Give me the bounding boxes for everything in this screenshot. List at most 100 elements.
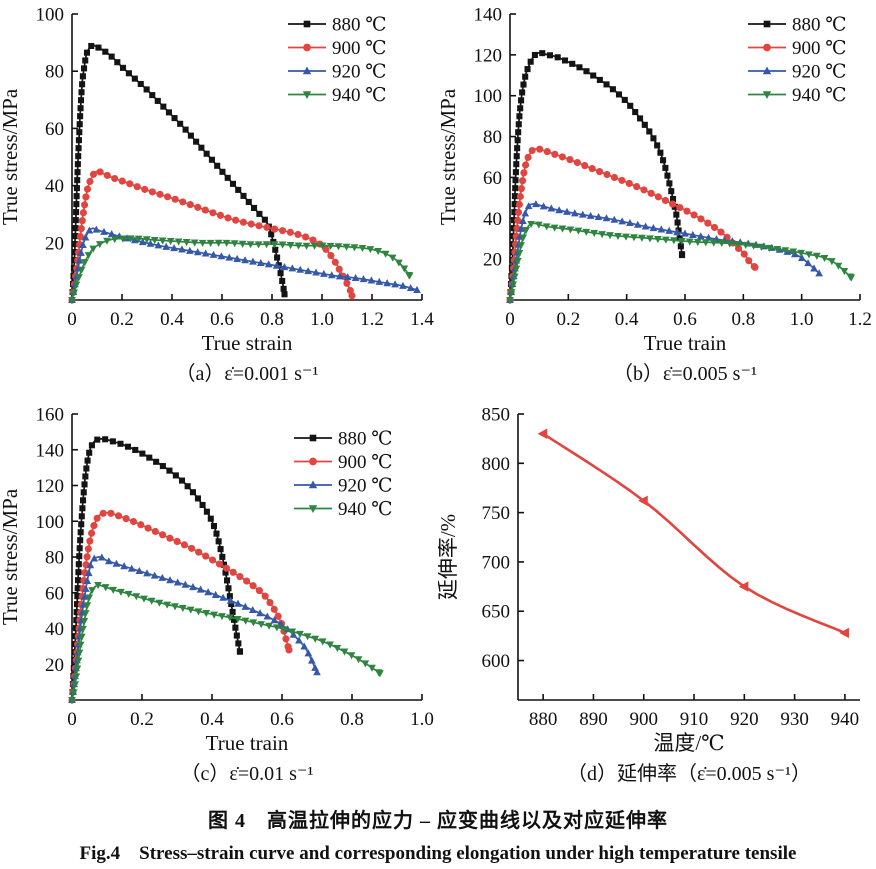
marker-circle-icon (236, 573, 244, 581)
series-920℃ (506, 200, 823, 303)
x-tick-label: 930 (780, 709, 809, 730)
marker-circle-icon (107, 509, 115, 517)
legend-label: 900 ℃ (792, 38, 847, 59)
marker-triangle-down-icon (765, 244, 774, 252)
marker-square-icon (274, 254, 281, 261)
marker-square-icon (268, 231, 275, 238)
marker-circle-icon (274, 612, 282, 620)
marker-circle-icon (122, 515, 130, 523)
marker-triangle-down-icon (280, 626, 289, 634)
marker-square-icon (512, 185, 519, 192)
marker-circle-icon (697, 215, 705, 223)
marker-square-icon (654, 142, 661, 149)
marker-triangle-down-icon (69, 689, 78, 697)
marker-triangle-up-icon (532, 200, 540, 208)
marker-triangle-down-icon (510, 273, 519, 281)
marker-triangle-up-icon (586, 211, 595, 219)
marker-circle-icon (133, 183, 141, 191)
marker-triangle-up-icon (83, 576, 92, 584)
marker-square-icon (80, 489, 87, 496)
marker-triangle-up-icon (359, 275, 368, 283)
marker-circle-icon (156, 190, 164, 198)
marker-triangle-down-icon (805, 251, 813, 259)
marker-circle-icon (524, 153, 532, 161)
marker-triangle-down-icon (206, 239, 215, 247)
y-tick-label: 750 (482, 503, 511, 524)
marker-square-icon (615, 91, 623, 98)
marker-triangle-up-icon (335, 272, 344, 280)
marker-square-icon (514, 137, 521, 144)
marker-square-icon (637, 115, 644, 122)
marker-circle-icon (596, 167, 604, 176)
y-tick-label: 80 (45, 62, 64, 83)
marker-circle-icon (194, 203, 202, 211)
marker-square-icon (84, 457, 91, 464)
marker-circle-icon (229, 568, 237, 576)
marker-triangle-up-icon (295, 636, 303, 644)
marker-square-icon (132, 446, 139, 453)
marker-triangle-down-icon (134, 235, 143, 243)
marker-triangle-up-icon (189, 583, 197, 591)
marker-triangle-down-icon (527, 220, 535, 229)
marker-triangle-up-icon (681, 229, 689, 237)
marker-circle-icon (151, 527, 159, 536)
marker-triangle-up-icon (399, 281, 407, 289)
marker-square-icon (281, 291, 288, 298)
marker-square-icon (576, 64, 583, 71)
marker-circle-icon (517, 185, 525, 193)
marker-square-icon (178, 477, 186, 484)
marker-triangle-down-icon (179, 604, 187, 612)
marker-triangle-down-icon (230, 240, 239, 248)
marker-circle-icon (303, 43, 311, 52)
marker-triangle-up-icon (234, 599, 242, 607)
marker-triangle-down-icon (142, 236, 151, 244)
marker-square-icon (88, 442, 95, 449)
marker-triangle-down-icon (318, 638, 327, 646)
marker-square-icon (73, 185, 80, 192)
marker-square-icon (235, 186, 242, 193)
marker-square-icon (76, 121, 83, 128)
marker-triangle-down-icon (71, 681, 79, 689)
marker-triangle-down-icon (72, 673, 81, 681)
marker-circle-icon (266, 598, 274, 607)
marker-triangle-down-icon (147, 597, 156, 605)
axes (517, 413, 860, 701)
marker-circle-icon (89, 170, 98, 178)
marker-triangle-down-icon (265, 622, 273, 630)
legend-label: 920 ℃ (332, 62, 387, 83)
marker-square-icon (627, 102, 634, 109)
marker-triangle-up-icon (406, 283, 415, 292)
marker-triangle-up-icon (186, 246, 194, 254)
marker-triangle-up-icon (80, 592, 89, 600)
marker-square-icon (251, 204, 258, 211)
marker-circle-icon (114, 512, 123, 520)
marker-circle-icon (86, 537, 94, 545)
marker-circle-icon (201, 206, 209, 214)
marker-triangle-down-icon (376, 670, 384, 678)
y-axis-label: True stress/MPa (0, 88, 22, 225)
marker-triangle-up-icon (618, 217, 626, 225)
y-tick-label: 80 (483, 127, 502, 148)
marker-square-icon (73, 609, 80, 616)
marker-triangle-up-icon (248, 605, 257, 614)
y-axis-label: True stress/MPa (438, 88, 460, 225)
x-tick-label: 880 (529, 709, 558, 730)
marker-triangle-up-icon (547, 204, 556, 212)
x-tick-label: 920 (730, 709, 759, 730)
marker-square-icon (219, 168, 226, 175)
marker-circle-icon (282, 635, 290, 643)
marker-circle-icon (309, 236, 317, 244)
marker-triangle-up-icon (649, 224, 658, 232)
y-tick-label: 140 (474, 5, 503, 26)
marker-triangle-down-icon (558, 225, 567, 233)
marker-triangle-up-icon (162, 242, 171, 250)
marker-square-icon (546, 52, 553, 59)
marker-triangle-up-icon (343, 273, 352, 281)
marker-triangle-down-icon (89, 245, 98, 253)
marker-triangle-down-icon (85, 594, 94, 602)
marker-circle-icon (740, 250, 748, 258)
marker-square-icon (245, 198, 252, 205)
marker-square-icon (143, 86, 150, 93)
marker-square-icon (225, 585, 232, 592)
marker-circle-icon (90, 522, 98, 530)
